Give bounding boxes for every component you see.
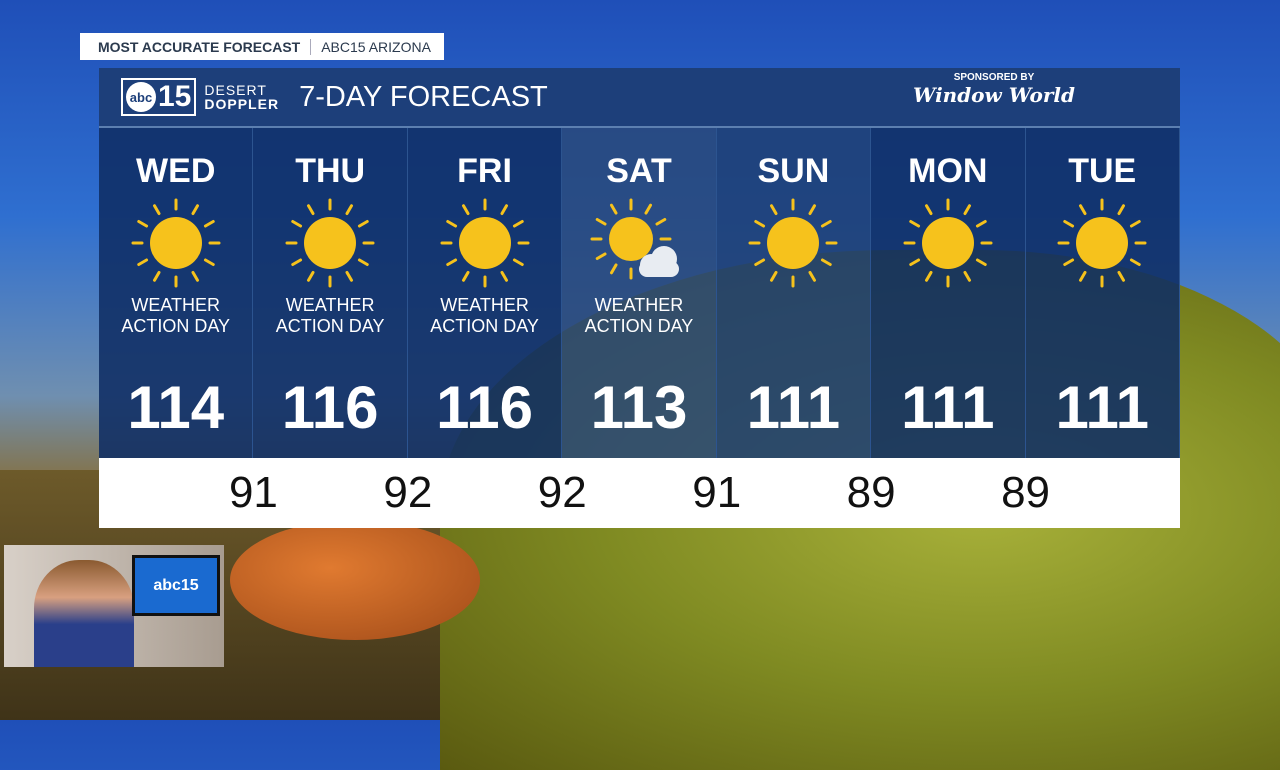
- day-column-fri: FRI WEATHER ACTION DAY 116: [407, 128, 563, 458]
- low-temp: 92: [383, 468, 433, 517]
- note-line1: WEATHER: [594, 295, 684, 315]
- logo-line2: DOPPLER: [204, 96, 280, 112]
- sun-icon: [435, 195, 535, 295]
- day-name: SAT: [606, 152, 672, 190]
- note-line1: WEATHER: [440, 295, 529, 315]
- high-temp: 113: [590, 374, 688, 441]
- high-temp: 114: [127, 374, 225, 441]
- weather-action-day-label: WEATHER ACTION DAY: [408, 295, 561, 337]
- day-name: SUN: [757, 152, 830, 190]
- station-logo: abc 15: [121, 78, 197, 116]
- banner: MOST ACCURATE FORECAST ABC15 ARIZONA: [80, 33, 444, 60]
- logo-line1: DESERT: [204, 82, 267, 98]
- page-title: 7-DAY FORECAST: [299, 80, 548, 113]
- sponsor: SPONSORED BY Window World: [913, 72, 1075, 107]
- low-temp: 91: [692, 468, 742, 517]
- desert-doppler-logo: DESERT DOPPLER: [204, 83, 279, 111]
- low-temp: 91: [228, 468, 278, 517]
- day-column-tue: TUE 111: [1025, 128, 1180, 458]
- abc-logo: abc: [126, 82, 156, 112]
- day-name: TUE: [1068, 152, 1137, 190]
- weather-action-day-label: WEATHER ACTION DAY: [253, 295, 406, 337]
- day-name: THU: [295, 152, 366, 190]
- high-temp: 111: [746, 374, 841, 441]
- banner-left: MOST ACCURATE FORECAST: [98, 38, 301, 55]
- high-temp: 116: [281, 374, 379, 441]
- low-temp: 89: [1001, 468, 1051, 517]
- day-name: MON: [908, 152, 988, 190]
- note-line2: ACTION DAY: [275, 316, 385, 336]
- days-row: WED WEATHER ACTION DAY 114 THU WEATHER ACTI…: [99, 128, 1180, 458]
- logo-number: 15: [158, 80, 192, 113]
- note-line1: WEATHER: [131, 295, 221, 315]
- day-column-sat: SAT WEATHER ACTION DAY 113: [562, 128, 717, 458]
- day-column-wed: WED WEATHER ACTION DAY 114: [99, 128, 254, 458]
- day-column-thu: THU WEATHER ACTION DAY 116: [253, 128, 408, 458]
- sun-icon: [743, 195, 843, 295]
- note-line1: WEATHER: [285, 295, 375, 315]
- sun-icon: [898, 195, 998, 295]
- high-temp: 111: [1055, 374, 1149, 441]
- note-line2: ACTION DAY: [430, 316, 539, 336]
- weather-action-day-label: WEATHER ACTION DAY: [99, 295, 252, 337]
- day-name: FRI: [457, 152, 512, 190]
- sun-icon: [280, 195, 380, 295]
- banner-right: ABC15 ARIZONA: [321, 38, 431, 55]
- day-column-mon: MON 111: [871, 128, 1026, 458]
- low-temp: 89: [846, 468, 896, 517]
- lows-row: 91 92 92 91 89 89: [99, 458, 1180, 528]
- note-line2: ACTION DAY: [584, 316, 694, 336]
- presenter-video: abc15: [4, 545, 224, 667]
- low-temp: 92: [537, 468, 587, 517]
- day-name: WED: [136, 152, 216, 190]
- sponsor-logo: Window World: [912, 83, 1075, 107]
- divider: [310, 38, 312, 55]
- panel-header: abc 15 DESERT DOPPLER 7-DAY FORECAST SPO…: [99, 68, 1180, 128]
- sun-icon: [1052, 195, 1152, 295]
- tv-screen: abc15: [132, 555, 220, 616]
- day-column-sun: SUN 111: [716, 128, 872, 458]
- sponsor-label: SPONSORED BY: [953, 72, 1035, 83]
- high-temp: 111: [901, 374, 995, 441]
- sun-icon: [126, 195, 226, 295]
- high-temp: 116: [436, 374, 533, 441]
- presenter: [34, 560, 134, 667]
- note-line2: ACTION DAY: [121, 316, 231, 336]
- background-prickly-pear: [230, 520, 480, 640]
- forecast-panel: abc 15 DESERT DOPPLER 7-DAY FORECAST SPO…: [99, 68, 1180, 528]
- weather-action-day-label: WEATHER ACTION DAY: [562, 295, 715, 337]
- partly-cloudy-icon: [589, 195, 689, 295]
